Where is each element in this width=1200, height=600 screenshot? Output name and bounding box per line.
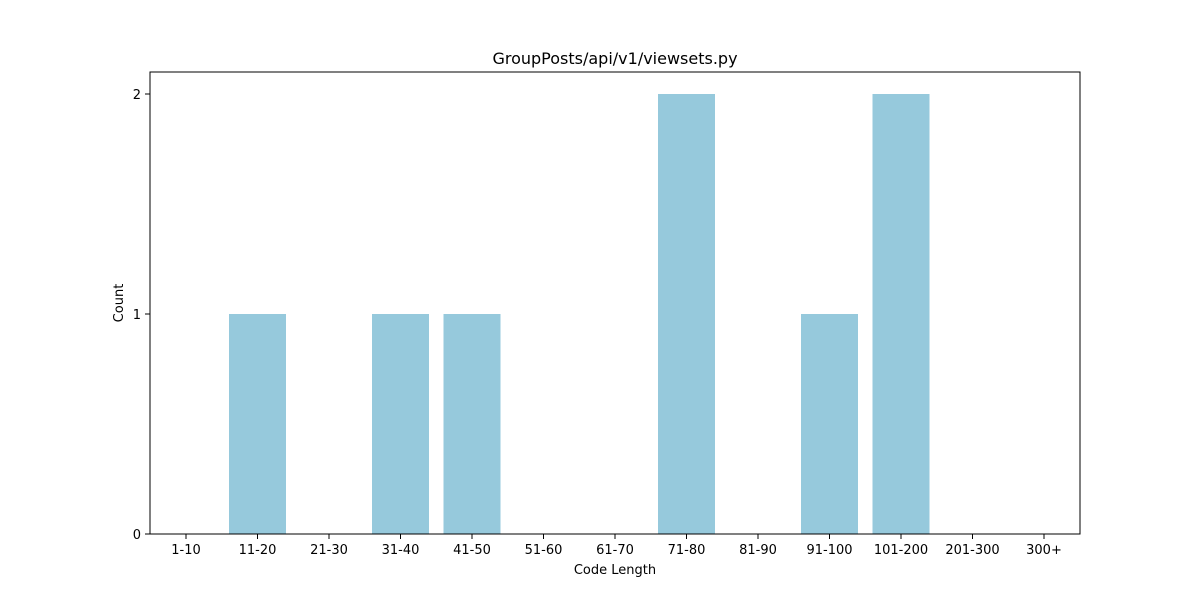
y-axis-label: Count [112,284,127,323]
x-axis-ticks: 1-10 11-20 21-30 31-40 41-50 51-60 61-70 71-80 8… [171,534,1062,558]
x-axis-label: Code Length [574,563,656,578]
chart-title: GroupPosts/api/v1/viewsets.py [492,49,737,68]
x-tick-label: 1-10 [171,543,201,558]
x-tick-label: 41-50 [453,543,491,558]
y-tick-label: 2 [133,88,141,103]
bar-31-40 [372,314,429,534]
x-tick-label: 101-200 [874,543,928,558]
y-tick-label: 0 [133,528,141,543]
bars-group [229,94,930,534]
bar-71-80 [658,94,715,534]
x-tick-label: 81-90 [739,543,777,558]
y-axis-ticks: 0 1 2 [133,88,150,543]
bar-41-50 [443,314,501,534]
x-tick-label: 300+ [1026,543,1062,558]
x-tick-label: 201-300 [945,543,999,558]
y-tick-label: 1 [133,308,141,323]
x-tick-label: 71-80 [668,543,706,558]
bar-101-200 [872,94,930,534]
x-tick-label: 31-40 [382,543,420,558]
x-tick-label: 51-60 [525,543,563,558]
bar-91-100 [801,314,858,534]
x-tick-label: 91-100 [806,543,852,558]
x-tick-label: 11-20 [239,543,277,558]
plot-frame [149,71,1081,535]
x-tick-label: 61-70 [596,543,634,558]
bar-11-20 [229,314,286,534]
x-tick-label: 21-30 [310,543,348,558]
